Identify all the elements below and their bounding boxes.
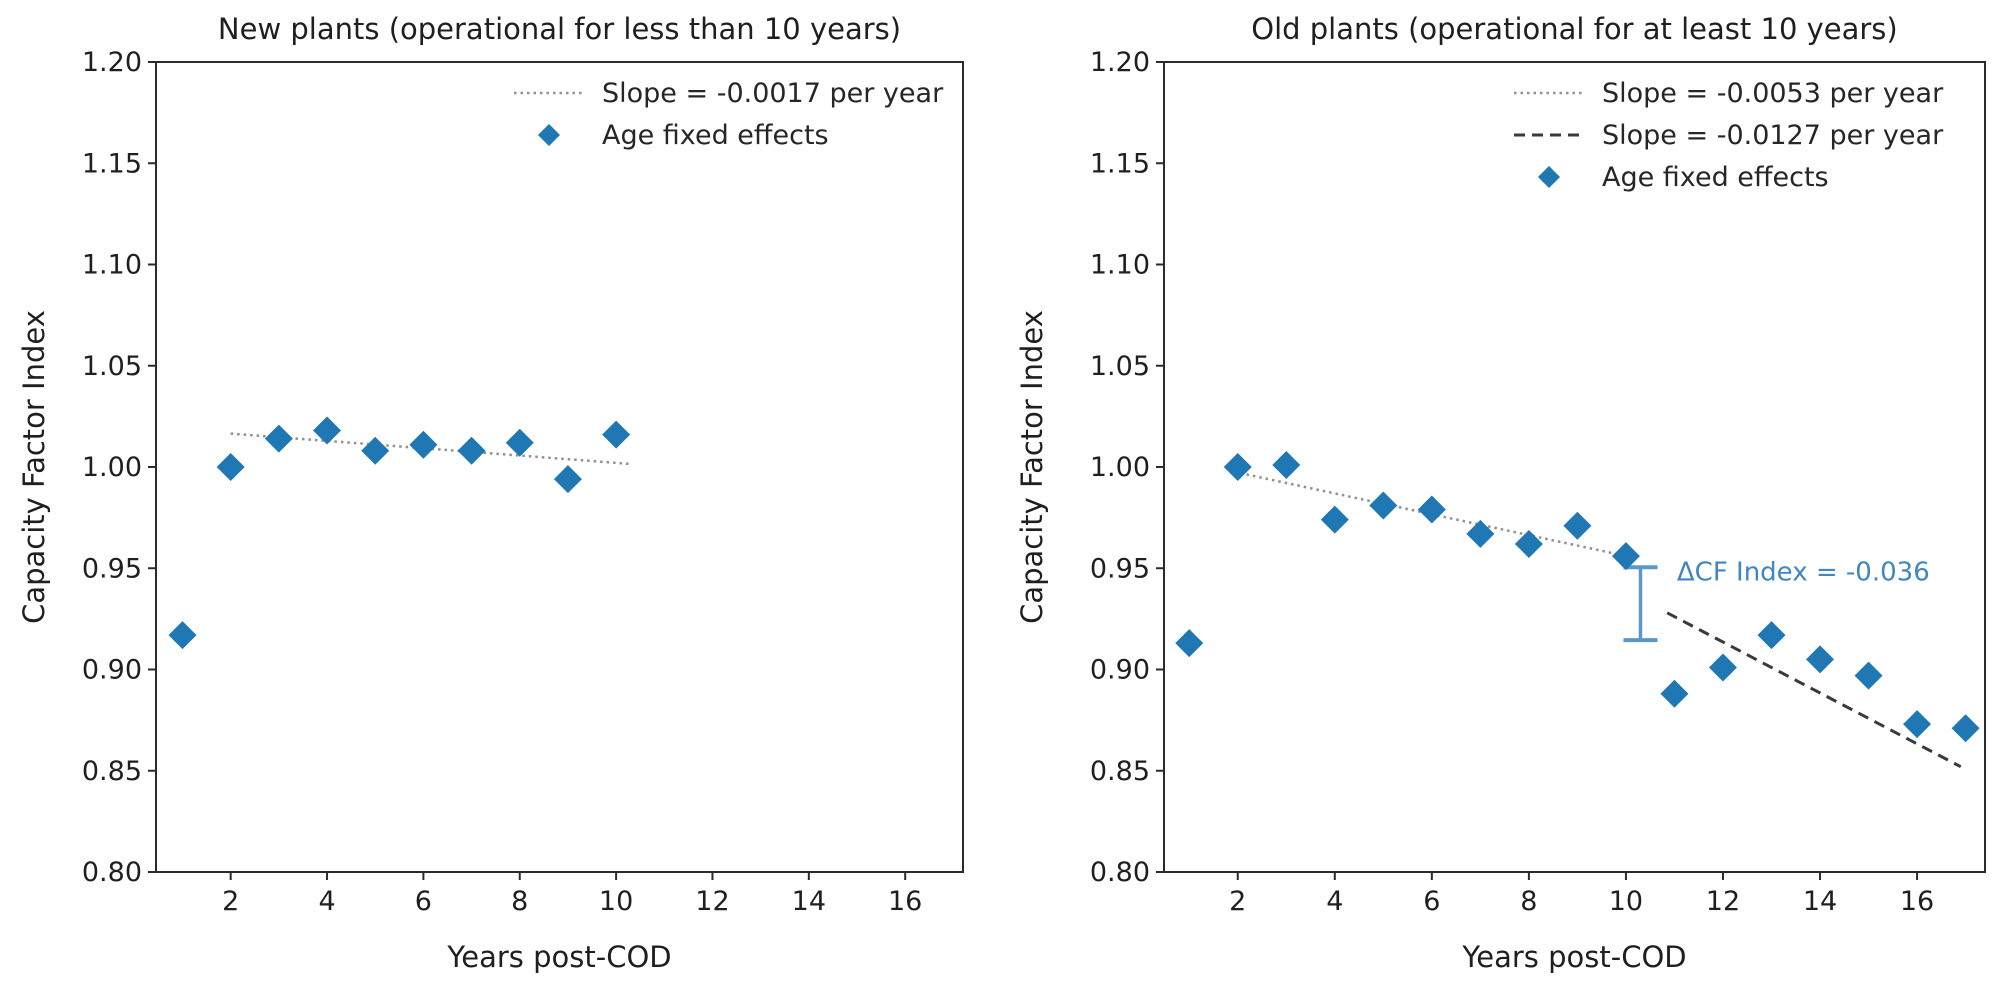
y-tick-label: 0.85: [82, 756, 142, 787]
data-point: [1369, 491, 1398, 520]
y-tick-label: 1.00: [82, 452, 142, 483]
data-point: [1466, 519, 1495, 548]
data-point: [457, 436, 486, 465]
x-tick-label: 12: [695, 886, 729, 917]
x-axis-label-new-plants: Years post-COD: [447, 940, 672, 974]
x-tick-label: 10: [1609, 886, 1643, 917]
y-tick-label: 1.20: [82, 47, 142, 78]
trend-line-dashed: [1666, 611, 1962, 769]
y-tick-label: 0.95: [1090, 553, 1150, 584]
x-tick-label: 14: [1803, 886, 1837, 917]
y-tick-label: 0.95: [82, 553, 142, 584]
chart-canvas-old-plants: 2 4 6 8 10 12 14 16 1.20 1.15 1.10 1.05 1.00 0.95 0.90…: [1090, 47, 1986, 917]
data-point: [1660, 679, 1689, 708]
x-tick-label: 2: [1229, 886, 1246, 917]
data-point: [168, 621, 197, 650]
y-tick-label: 0.80: [82, 857, 142, 888]
legend-label: Slope = -0.0017 per year: [602, 78, 944, 109]
x-axis-label-old-plants: Years post-COD: [1462, 940, 1687, 974]
legend-marker-sample: [538, 124, 560, 146]
panel-old-plants: Old plants (operational for at least 10 …: [1000, 0, 2000, 1003]
y-tick-label: 1.10: [82, 250, 142, 281]
y-tick-label: 0.85: [1090, 756, 1150, 787]
x-tick-label: 2: [222, 886, 239, 917]
trend-line-dotted: [230, 432, 631, 466]
y-tick-label: 0.90: [1090, 655, 1150, 686]
y-tick-label: 1.05: [82, 351, 142, 382]
y-tick-label: 1.15: [82, 148, 142, 179]
data-point: [1951, 714, 1980, 743]
x-tick-label: 8: [1520, 886, 1537, 917]
y-tick-label: 0.80: [1090, 857, 1150, 888]
data-point: [216, 453, 245, 481]
x-tick-label: 16: [1900, 886, 1934, 917]
y-tick-label: 1.15: [1090, 148, 1150, 179]
chart-title-old-plants: Old plants (operational for at least 10 …: [1251, 12, 1898, 46]
x-tick-label: 10: [599, 886, 633, 917]
x-tick-label: 6: [415, 886, 432, 917]
panel-new-plants: New plants (operational for less than 10…: [17, 12, 964, 974]
y-tick-label: 0.90: [82, 655, 142, 686]
data-point: [1854, 661, 1883, 690]
legend-label: Slope = -0.0053 per year: [1602, 78, 1944, 109]
chart-canvas-new-plants: 2 4 6 8 10 12 14 16 1.20 1.15 1.10 1.05 1.00 0.95 0.90…: [82, 47, 964, 917]
data-point: [553, 465, 582, 494]
x-tick-label: 8: [511, 886, 528, 917]
data-point: [1757, 621, 1786, 650]
data-point: [313, 416, 342, 445]
legend-label: Slope = -0.0127 per year: [1602, 120, 1944, 151]
data-point: [602, 420, 631, 449]
y-tick-label: 1.00: [1090, 452, 1150, 483]
data-point: [1272, 450, 1301, 479]
data-point: [1417, 495, 1446, 524]
data-point: [1175, 629, 1204, 658]
data-point: [1223, 453, 1252, 481]
x-tick-label: 12: [1706, 886, 1740, 917]
x-tick-label: 14: [792, 886, 826, 917]
delta-cf-error-bar: [1623, 565, 1658, 643]
plot-border: [155, 61, 964, 873]
data-point: [1806, 645, 1835, 674]
x-tick-label: 4: [1326, 886, 1343, 917]
x-tick-label: 16: [888, 886, 922, 917]
data-point: [1708, 653, 1737, 682]
y-tick-label: 1.05: [1090, 351, 1150, 382]
data-point: [1611, 542, 1640, 571]
legend-label: Age fixed effects: [1602, 162, 1829, 193]
y-tick-label: 1.20: [1090, 47, 1150, 78]
legend-label: Age fixed effects: [602, 120, 829, 151]
data-point: [1563, 511, 1592, 540]
x-tick-label: 4: [318, 886, 335, 917]
data-point: [264, 424, 293, 453]
data-point: [361, 436, 390, 465]
y-tick-label: 1.10: [1090, 250, 1150, 281]
legend-marker-sample: [1538, 166, 1560, 188]
data-point: [409, 430, 438, 459]
x-tick-label: 6: [1423, 886, 1440, 917]
data-point: [1903, 710, 1932, 739]
data-point: [1320, 505, 1349, 534]
delta-cf-annotation: ΔCF Index = -0.036: [1677, 557, 1930, 587]
data-point: [1514, 529, 1543, 558]
chart-title-new-plants: New plants (operational for less than 10…: [217, 12, 902, 46]
data-point: [505, 428, 534, 457]
